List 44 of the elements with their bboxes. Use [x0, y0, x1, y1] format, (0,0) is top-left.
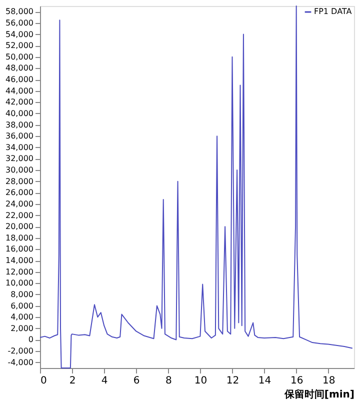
y-tick-label: 32,000 — [6, 154, 34, 164]
y-tick-label: -4,000 — [8, 358, 34, 367]
x-axis-title: 保留时间[min] — [283, 388, 354, 400]
y-tick-label: 20,000 — [6, 222, 34, 232]
legend-label: FP1 DATA — [314, 7, 352, 16]
y-tick-label: 6,000 — [10, 301, 34, 310]
x-tick-label: 10 — [194, 376, 208, 386]
y-tick-label: 24,000 — [6, 199, 34, 208]
y-tick-label: 2,000 — [10, 324, 34, 333]
x-tick-label: 16 — [290, 376, 304, 386]
y-tick-label: 26,000 — [6, 188, 34, 198]
y-tick-label: 46,000 — [6, 75, 34, 84]
y-tick-label: 8,000 — [10, 290, 34, 299]
y-tick-label: 34,000 — [6, 142, 34, 152]
y-tick-label: 18,000 — [6, 233, 34, 242]
y-tick-label: 58,000 — [6, 7, 34, 16]
y-tick-label: 36,000 — [6, 132, 34, 141]
y-tick-label: 28,000 — [6, 176, 34, 186]
y-tick-label: 52,000 — [6, 41, 34, 50]
y-tick-label: 44,000 — [6, 86, 34, 96]
x-tick-label: 14 — [258, 376, 272, 386]
y-tick-label: 16,000 — [6, 244, 34, 254]
x-tick-label: 2 — [69, 376, 76, 386]
y-tick-label: 38,000 — [6, 120, 34, 130]
x-tick-label: 8 — [165, 376, 172, 386]
y-tick-label: 56,000 — [6, 18, 34, 28]
y-tick-label: 40,000 — [6, 108, 34, 118]
x-tick-label: 18 — [322, 376, 336, 386]
y-tick-label: 48,000 — [6, 64, 34, 73]
y-tick-label: 54,000 — [6, 30, 34, 39]
y-tick-label: 42,000 — [6, 98, 34, 107]
y-tick-label: 10,000 — [6, 278, 34, 288]
y-tick-label: 50,000 — [6, 52, 34, 62]
y-tick-label: 30,000 — [6, 166, 34, 175]
y-tick-label: 0 — [28, 335, 34, 344]
x-tick-label: 6 — [133, 376, 140, 386]
x-tick-label: 12 — [226, 376, 240, 386]
y-tick-label: 22,000 — [6, 210, 34, 220]
y-tick-label: 14,000 — [6, 256, 34, 266]
y-tick-label: -2,000 — [8, 346, 34, 356]
y-tick-label: 4,000 — [10, 312, 34, 322]
x-tick-label: 4 — [101, 376, 108, 386]
y-tick-label: 12,000 — [6, 267, 34, 276]
x-tick-label: 0 — [40, 376, 47, 386]
